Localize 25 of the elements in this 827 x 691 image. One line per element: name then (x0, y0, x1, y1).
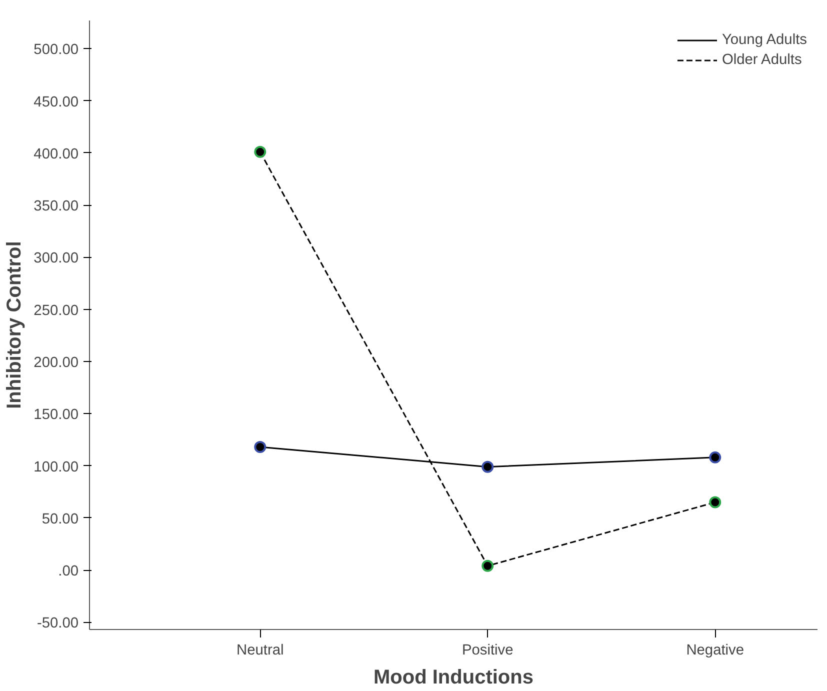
x-axis-title: Mood Inductions (374, 666, 534, 688)
y-tick-label: 350.00 (34, 198, 78, 215)
y-tick-label: 100.00 (34, 459, 78, 476)
y-tick-label: 50.00 (42, 511, 79, 528)
y-tick-label: 400.00 (34, 146, 78, 162)
x-tick-label: Negative (686, 642, 744, 658)
y-tick-label: 150.00 (34, 407, 78, 424)
y-tick-label: 300.00 (34, 250, 78, 267)
y-tick-label: 200.00 (34, 355, 78, 371)
point (482, 460, 494, 473)
y-tick-label: 500.00 (34, 42, 78, 58)
x-tick-label: Positive (462, 642, 514, 658)
point (709, 451, 722, 464)
legend-label: Young Adults (722, 32, 807, 48)
point (254, 146, 266, 158)
y-tick-label: .00 (58, 564, 78, 580)
x-tick-label: Neutral (236, 642, 284, 658)
y-tick-label: -50.00 (36, 616, 79, 632)
legend-label: Older Adults (722, 52, 802, 68)
point (709, 496, 722, 508)
point (482, 560, 494, 572)
y-axis-title: Inhibitory Control (4, 241, 26, 409)
point (254, 441, 266, 453)
y-tick-label: 450.00 (34, 94, 78, 110)
y-tick-label: 250.00 (34, 302, 78, 319)
